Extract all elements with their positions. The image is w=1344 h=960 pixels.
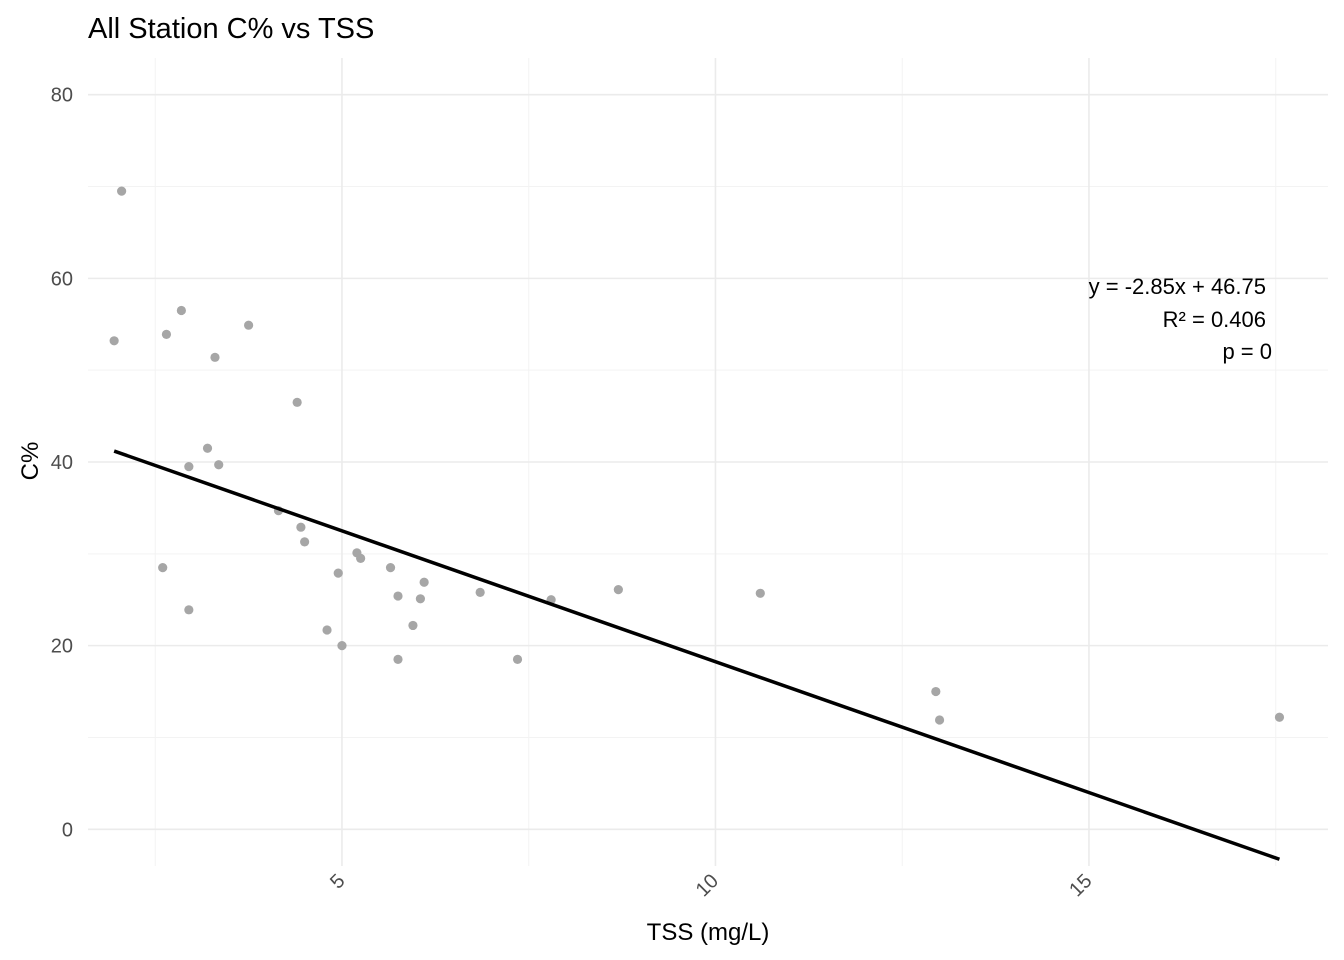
regression-annotations: y = -2.85x + 46.75 R² = 0.406 p = 0: [1089, 274, 1272, 364]
data-point: [755, 588, 765, 598]
data-point: [385, 562, 396, 573]
data-point: [244, 320, 254, 330]
x-tick-label: 15: [1065, 870, 1096, 901]
data-point: [184, 461, 194, 472]
data-point: [322, 625, 332, 635]
data-point: [393, 654, 403, 665]
data-point: [408, 620, 418, 631]
x-tick-label: 10: [692, 870, 723, 901]
data-point: [1274, 712, 1285, 722]
y-axis-label: C%: [17, 442, 44, 481]
data-point: [613, 585, 623, 595]
y-tick-label: 80: [51, 85, 73, 107]
data-point: [176, 305, 186, 316]
y-tick-label: 40: [51, 452, 73, 474]
data-point: [109, 336, 119, 346]
data-points: [109, 186, 1285, 725]
grid: [88, 58, 1328, 866]
data-point: [356, 553, 366, 564]
data-point: [475, 587, 485, 597]
data-point: [296, 522, 306, 532]
x-axis-label: TSS (mg/L): [647, 919, 770, 946]
data-point: [419, 577, 429, 587]
data-point: [117, 186, 127, 196]
regression-equation: y = -2.85x + 46.75: [1089, 274, 1266, 299]
x-tick-label: 5: [326, 870, 349, 893]
data-point: [512, 654, 523, 665]
data-point: [300, 537, 310, 547]
y-tick-label: 60: [51, 268, 73, 290]
data-point: [158, 562, 168, 573]
regression-line: [113, 449, 1281, 861]
y-tick-label: 20: [51, 636, 73, 658]
y-tick-label: 0: [62, 819, 73, 841]
data-point: [184, 605, 194, 615]
p-value-label: p = 0: [1222, 339, 1272, 364]
r-squared-label: R² = 0.406: [1163, 307, 1266, 332]
data-point: [202, 443, 213, 453]
data-point: [292, 397, 302, 407]
data-point: [210, 352, 220, 362]
data-point: [934, 715, 945, 725]
chart-title: All Station C% vs TSS: [88, 13, 374, 45]
data-point: [333, 568, 343, 578]
fit-line-group: [113, 449, 1281, 861]
data-point: [931, 686, 941, 697]
data-point: [393, 591, 403, 601]
tick-labels: 0 20 40 60 80 5 10 15: [51, 85, 1097, 902]
data-point: [214, 460, 224, 470]
data-point: [337, 641, 347, 651]
data-point: [161, 329, 172, 339]
data-point: [415, 594, 426, 604]
